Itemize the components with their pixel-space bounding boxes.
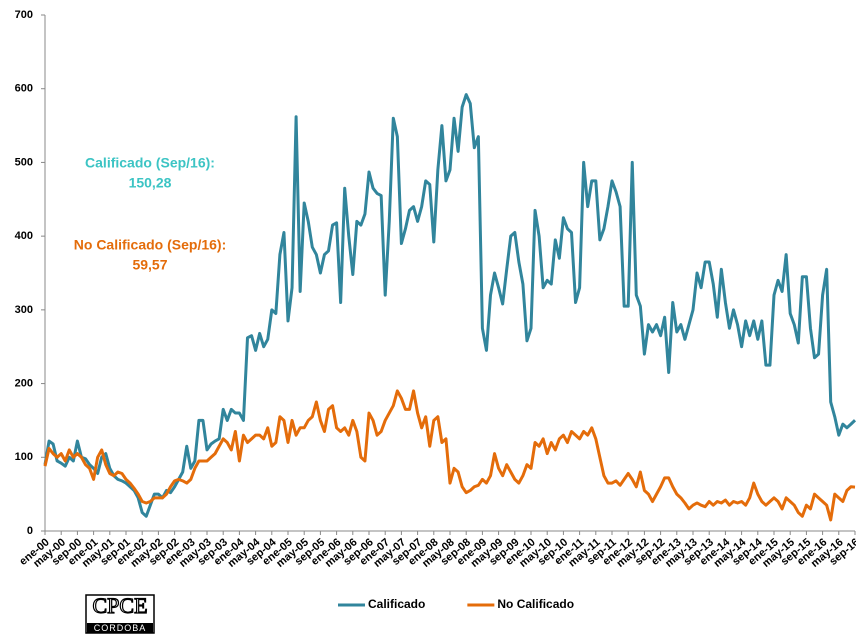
logo-text: CPCE — [92, 593, 147, 618]
annotation-value: 150,28 — [129, 175, 172, 191]
logo-subtext: CORDOBA — [94, 623, 147, 633]
y-tick-label: 100 — [15, 451, 33, 463]
y-tick-label: 700 — [15, 9, 33, 21]
annotation-value: 59,57 — [132, 257, 167, 273]
y-tick-label: 500 — [15, 156, 33, 168]
y-tick-label: 600 — [15, 83, 33, 95]
y-tick-label: 300 — [15, 304, 33, 316]
y-tick-label: 400 — [15, 230, 33, 242]
logo-band — [87, 623, 153, 633]
annotation-text: No Calificado (Sep/16): — [74, 237, 226, 253]
annotation-text: Calificado (Sep/16): — [85, 155, 215, 171]
legend-label: No Calificado — [497, 597, 574, 611]
series-line — [43, 389, 856, 522]
y-tick-label: 0 — [27, 525, 33, 537]
series-line — [43, 93, 856, 518]
logo: CPCE CORDOBA — [85, 592, 155, 634]
legend-label: Calificado — [368, 597, 425, 611]
y-tick-label: 200 — [15, 377, 33, 389]
